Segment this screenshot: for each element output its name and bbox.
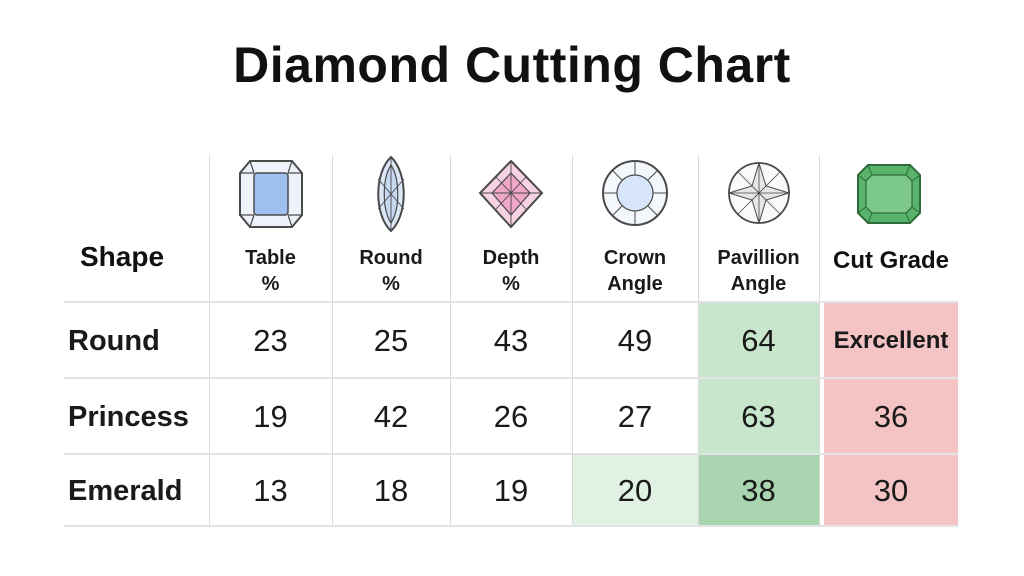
princess-diamond-icon bbox=[478, 159, 544, 229]
column-header-pavillion-angle: Pavillion Angle bbox=[717, 247, 800, 295]
diamond-cutting-table: Shape Table % Round % Depth % Crown Angl… bbox=[64, 155, 958, 527]
highlight-cell bbox=[698, 379, 819, 455]
round-diamond-icon bbox=[602, 160, 668, 226]
table-cell: 19 bbox=[493, 473, 529, 508]
row-label-emerald: Emerald bbox=[68, 474, 183, 507]
shape-column-header: Shape bbox=[80, 241, 165, 272]
page-title: Diamond Cutting Chart bbox=[233, 37, 791, 93]
column-header-crown-angle: Crown Angle bbox=[603, 247, 667, 295]
table-cell: 25 bbox=[373, 323, 409, 358]
grid-line bbox=[64, 377, 958, 379]
brilliant-diamond-icon bbox=[727, 161, 791, 225]
table-cell: 43 bbox=[493, 323, 529, 358]
table-cell: 20 bbox=[617, 473, 653, 508]
column-header-round-percent: Round % bbox=[359, 247, 423, 295]
table-cell: 49 bbox=[617, 323, 653, 358]
table-cell: 64 bbox=[741, 323, 776, 358]
highlight-cell bbox=[572, 455, 698, 527]
grid-line bbox=[819, 155, 820, 527]
cut-grade-cell: 36 bbox=[873, 399, 909, 434]
cut-grade-cell: 30 bbox=[873, 473, 909, 508]
table-cell: 19 bbox=[253, 399, 288, 434]
marquise-diamond-icon bbox=[377, 155, 405, 233]
cushion-diamond-icon bbox=[239, 160, 303, 228]
table-cell: 63 bbox=[741, 399, 776, 434]
highlight-cell bbox=[824, 303, 958, 379]
table-cell: 26 bbox=[493, 399, 529, 434]
row-label-round: Round bbox=[68, 324, 160, 357]
table-cell: 27 bbox=[617, 399, 653, 434]
grid-line bbox=[64, 525, 958, 527]
highlight-cell bbox=[824, 379, 958, 455]
grid-line bbox=[698, 155, 699, 527]
grid-line bbox=[64, 301, 958, 303]
column-header-table-percent: Table % bbox=[245, 247, 296, 295]
column-header-cut-grade: Cut Grade bbox=[832, 247, 949, 274]
grid-line bbox=[332, 155, 333, 527]
table-cell: 23 bbox=[253, 323, 288, 358]
highlight-cell bbox=[698, 303, 819, 379]
table-cell: 13 bbox=[253, 473, 288, 508]
grid-line bbox=[209, 155, 210, 527]
column-header-depth-percent: Depth % bbox=[482, 247, 540, 295]
highlight-cell bbox=[698, 455, 819, 527]
table-cell: 38 bbox=[741, 473, 776, 508]
cut-grade-cell: Exrcellent bbox=[833, 327, 949, 354]
table-cell: 18 bbox=[373, 473, 409, 508]
row-label-princess: Princess bbox=[68, 400, 189, 433]
grid-line bbox=[572, 155, 573, 527]
emerald-diamond-icon bbox=[857, 164, 921, 224]
grid-line bbox=[64, 453, 958, 455]
highlight-cell bbox=[824, 455, 958, 527]
table-cell: 42 bbox=[373, 399, 409, 434]
grid-line bbox=[450, 155, 451, 527]
